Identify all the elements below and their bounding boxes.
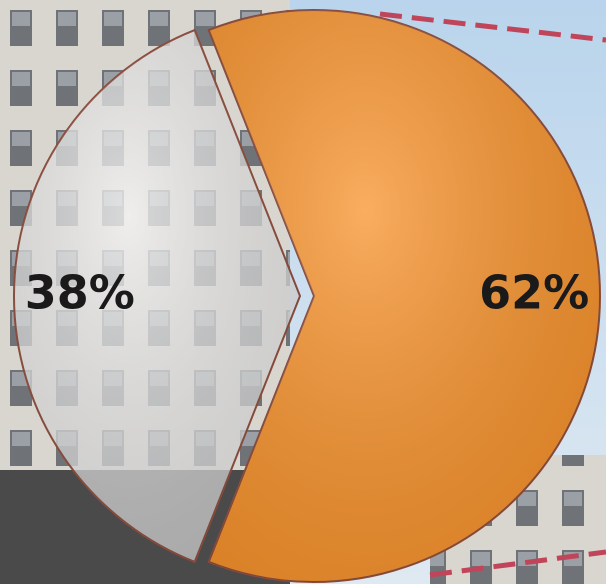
data-label: 38% [25,266,135,320]
data-label: 62% [479,266,589,320]
slice-shade [208,9,601,583]
pie: 62% 38% [13,9,601,583]
slice-shade [14,30,300,562]
